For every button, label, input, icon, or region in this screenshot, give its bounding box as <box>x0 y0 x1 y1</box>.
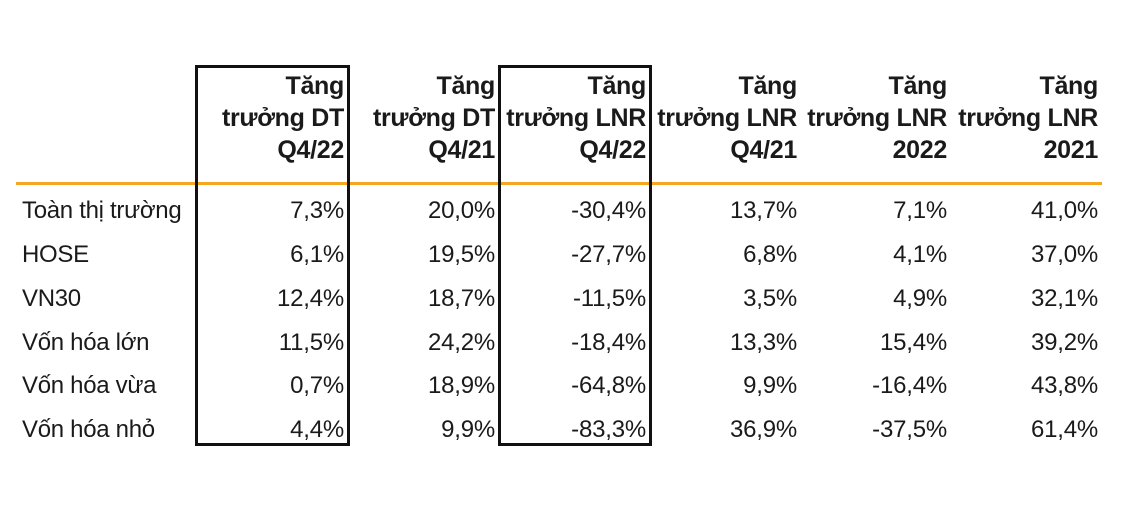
table-cell: 36,9% <box>729 416 797 443</box>
table-cell: -30,4% <box>571 197 646 224</box>
table-cell: 9,9% <box>441 416 495 443</box>
row-label: Vốn hóa nhỏ <box>22 416 155 443</box>
table-cell: 24,2% <box>427 329 495 356</box>
column-header-line: Tăng <box>1039 72 1098 100</box>
table-cell: 15,4% <box>879 329 947 356</box>
table-cell: -16,4% <box>872 372 947 399</box>
column-header-line: trưởng DT <box>221 104 344 132</box>
row-label: VN30 <box>22 285 81 312</box>
column-header-line: Q4/21 <box>428 136 495 164</box>
column-header-lnr-2022: Tăng trưởng LNR 2022 <box>797 70 947 166</box>
table-cell: -64,8% <box>571 372 646 399</box>
table-cell: 18,7% <box>427 285 495 312</box>
column-header-line: trưởng LNR <box>506 104 646 132</box>
table-cell: 11,5% <box>278 329 344 356</box>
table-cell: 18,9% <box>427 372 495 399</box>
table-cell: -18,4% <box>571 329 646 356</box>
highlight-box-lnr-q4-22 <box>498 65 652 446</box>
highlight-box-dt-q4-22 <box>195 65 350 446</box>
column-header-line: 2021 <box>1043 136 1099 164</box>
table-cell: 4,4% <box>290 416 344 443</box>
column-header-line: trưởng LNR <box>807 104 947 132</box>
table-cell: 19,5% <box>427 241 495 268</box>
column-header-line: Tăng <box>587 72 646 100</box>
table-cell: 9,9% <box>743 372 797 399</box>
column-header-line: trưởng LNR <box>958 104 1098 132</box>
table-cell: 43,8% <box>1030 372 1098 399</box>
table-cell: 7,3% <box>290 197 344 224</box>
column-header-lnr-2021: Tăng trưởng LNR 2021 <box>948 70 1098 166</box>
table-cell: -11,5% <box>572 285 646 312</box>
column-header-line: trưởng DT <box>372 104 495 132</box>
table-cell: -37,5% <box>872 416 947 443</box>
table-cell: 4,1% <box>893 241 947 268</box>
table-cell: 3,5% <box>743 285 797 312</box>
column-header-line: Q4/22 <box>579 136 646 164</box>
table-cell: -27,7% <box>571 241 646 268</box>
row-label: Vốn hóa lớn <box>22 329 150 356</box>
table-cell: 4,9% <box>893 285 947 312</box>
column-header-dt-q4-22: Tăng trưởng DT Q4/22 <box>194 70 344 166</box>
table-cell: 6,8% <box>743 241 797 268</box>
table-cell: 12,4% <box>276 285 344 312</box>
column-header-dt-q4-21: Tăng trưởng DT Q4/21 <box>345 70 495 166</box>
table-cell: 13,3% <box>729 329 797 356</box>
table-cell: 41,0% <box>1030 197 1098 224</box>
column-header-line: Tăng <box>285 72 344 100</box>
table-cell: 37,0% <box>1030 241 1098 268</box>
column-header-lnr-q4-22: Tăng trưởng LNR Q4/22 <box>496 70 646 166</box>
row-label: Vốn hóa vừa <box>22 372 157 399</box>
column-header-line: Q4/22 <box>277 136 344 164</box>
column-header-lnr-q4-21: Tăng trưởng LNR Q4/21 <box>647 70 797 166</box>
row-label: HOSE <box>22 241 89 268</box>
table-cell: 39,2% <box>1030 329 1098 356</box>
column-header-line: Q4/21 <box>730 136 797 164</box>
table-cell: -83,3% <box>571 416 646 443</box>
table-cell: 0,7% <box>290 372 344 399</box>
column-header-line: Tăng <box>738 72 797 100</box>
column-header-line: 2022 <box>892 136 948 164</box>
table-cell: 7,1% <box>893 197 947 224</box>
header-separator <box>16 182 1102 185</box>
column-header-line: Tăng <box>888 72 947 100</box>
column-header-line: trưởng LNR <box>657 104 797 132</box>
table-cell: 32,1% <box>1030 285 1098 312</box>
table-cell: 13,7% <box>729 197 797 224</box>
table-cell: 6,1% <box>290 241 344 268</box>
table-cell: 20,0% <box>427 197 495 224</box>
row-label: Toàn thị trường <box>22 197 182 224</box>
column-header-line: Tăng <box>436 72 495 100</box>
table-cell: 61,4% <box>1030 416 1098 443</box>
